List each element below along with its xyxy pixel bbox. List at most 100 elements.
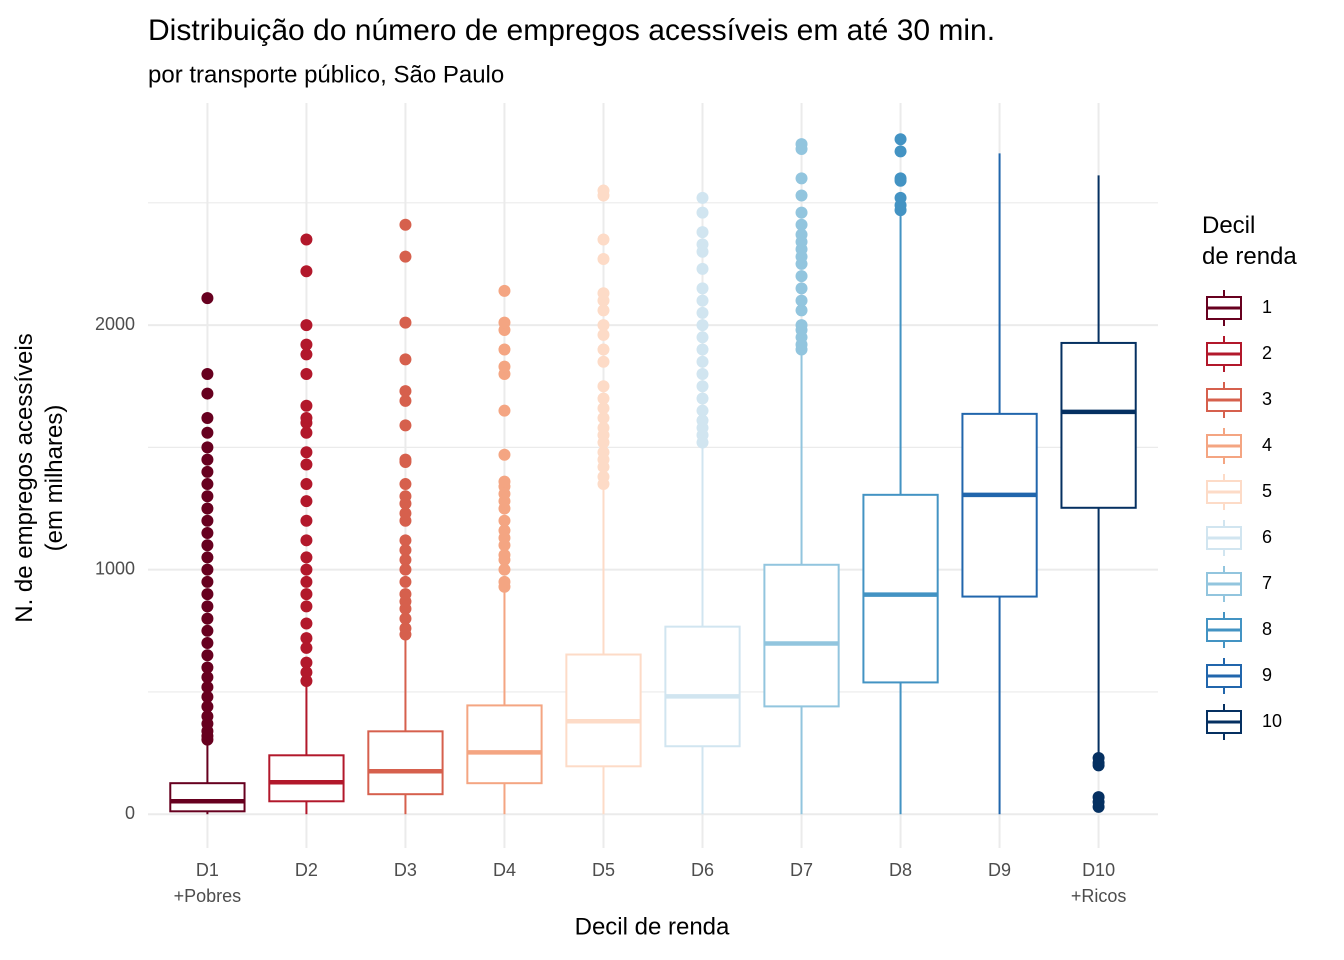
- box: [466, 704, 543, 785]
- outlier: [399, 490, 412, 503]
- outlier: [201, 490, 214, 503]
- outlier: [300, 551, 313, 564]
- outlier: [498, 514, 511, 527]
- outlier: [795, 270, 808, 283]
- y-tick-label: 0: [125, 803, 135, 823]
- y-tick-label: 2000: [95, 314, 135, 334]
- outlier: [696, 206, 709, 219]
- outlier: [894, 191, 907, 204]
- x-tick-label: D7: [790, 860, 814, 880]
- x-tick-label: D5: [591, 860, 615, 880]
- outlier: [597, 380, 610, 393]
- outlier: [201, 575, 214, 588]
- outlier: [201, 612, 214, 625]
- outlier: [1092, 791, 1105, 804]
- outlier: [300, 632, 313, 645]
- outlier: [696, 238, 709, 251]
- y-axis-title: N. de empregos acessíveis (em milhares): [11, 333, 68, 623]
- outlier: [399, 316, 412, 329]
- outlier: [300, 534, 313, 547]
- outlier: [399, 588, 412, 601]
- outlier: [399, 218, 412, 231]
- legend-label: 9: [1262, 665, 1272, 685]
- outlier: [498, 448, 511, 461]
- legend-label: 10: [1262, 711, 1282, 731]
- outlier: [795, 282, 808, 295]
- outlier: [201, 563, 214, 576]
- outlier: [597, 343, 610, 356]
- outlier: [399, 544, 412, 557]
- chart-subtitle: por transporte público, São Paulo: [148, 61, 504, 88]
- x-tick-label: D3: [393, 860, 417, 880]
- legend-label: 2: [1262, 343, 1272, 363]
- outlier: [696, 294, 709, 307]
- outlier: [201, 514, 214, 527]
- x-tick-label: D8: [889, 860, 913, 880]
- x-tick-label: D1 +Pobres: [173, 860, 242, 906]
- outlier: [498, 404, 511, 417]
- chart-title: Distribuição do número de empregos acess…: [148, 14, 995, 47]
- outlier: [300, 617, 313, 630]
- outlier: [795, 138, 808, 151]
- box: [367, 730, 444, 796]
- outlier: [300, 367, 313, 380]
- outlier: [201, 551, 214, 564]
- outlier: [597, 233, 610, 246]
- outlier: [894, 145, 907, 158]
- outlier: [498, 316, 511, 329]
- legend-label: 3: [1262, 389, 1272, 409]
- outlier: [498, 548, 511, 561]
- outlier: [300, 446, 313, 459]
- outlier: [894, 172, 907, 185]
- outlier: [795, 294, 808, 307]
- legend-label: 1: [1262, 297, 1272, 317]
- outlier: [201, 588, 214, 601]
- x-tick-label: D10 +Ricos: [1070, 860, 1127, 906]
- outlier: [201, 671, 214, 684]
- outlier: [399, 353, 412, 366]
- outlier: [399, 478, 412, 491]
- outlier: [498, 343, 511, 356]
- outlier: [498, 360, 511, 373]
- outlier: [300, 588, 313, 601]
- outlier: [201, 600, 214, 613]
- outlier: [201, 637, 214, 650]
- outlier: [300, 600, 313, 613]
- outlier: [597, 412, 610, 425]
- outlier: [399, 507, 412, 520]
- legend-label: 5: [1262, 481, 1272, 501]
- legend-label: 6: [1262, 527, 1272, 547]
- outlier: [300, 233, 313, 246]
- outlier: [201, 700, 214, 713]
- outlier: [597, 304, 610, 317]
- outlier: [399, 622, 412, 635]
- box: [169, 782, 246, 813]
- outlier: [201, 478, 214, 491]
- outlier: [597, 184, 610, 197]
- outlier: [300, 348, 313, 361]
- outlier: [696, 404, 709, 417]
- x-axis-title: Decil de renda: [575, 913, 730, 940]
- outlier: [498, 563, 511, 576]
- outlier: [300, 478, 313, 491]
- outlier: [597, 470, 610, 483]
- outlier: [696, 282, 709, 295]
- outlier: [399, 553, 412, 566]
- outlier: [795, 172, 808, 185]
- outlier: [399, 563, 412, 576]
- outlier: [498, 475, 511, 488]
- outlier: [696, 191, 709, 204]
- x-tick-label: D4: [492, 860, 516, 880]
- outlier: [795, 189, 808, 202]
- box: [664, 625, 741, 748]
- outlier: [597, 392, 610, 405]
- legend-label: 4: [1262, 435, 1272, 455]
- outlier: [597, 421, 610, 434]
- outlier: [597, 287, 610, 300]
- outlier: [201, 441, 214, 454]
- outlier: [300, 265, 313, 278]
- x-tick-label: D6: [690, 860, 714, 880]
- box: [862, 493, 939, 684]
- outlier: [795, 218, 808, 231]
